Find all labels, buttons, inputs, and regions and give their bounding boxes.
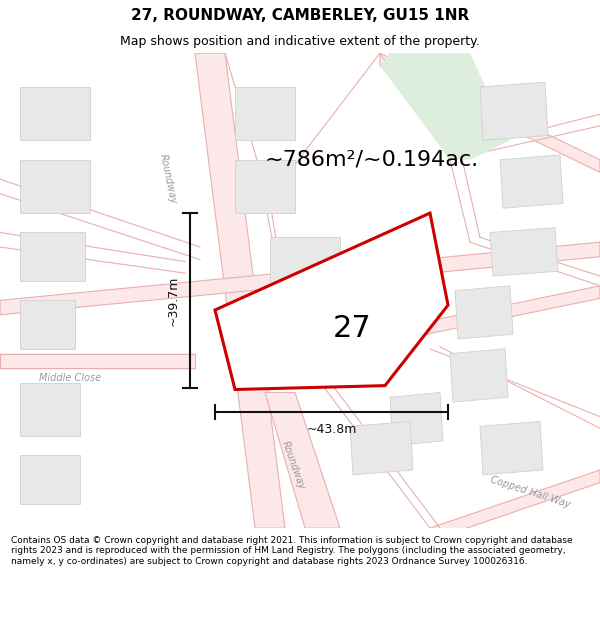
Text: ~786m²/~0.194ac.: ~786m²/~0.194ac. [265,150,479,170]
Polygon shape [450,349,508,402]
Text: Roundway: Roundway [280,439,307,491]
Polygon shape [480,421,543,475]
Polygon shape [380,53,600,172]
Text: 27: 27 [333,314,372,343]
Polygon shape [380,53,510,160]
Text: Middle Close: Middle Close [39,373,101,383]
Polygon shape [270,238,340,291]
Polygon shape [235,87,295,141]
Polygon shape [0,242,600,315]
Text: Map shows position and indicative extent of the property.: Map shows position and indicative extent… [120,35,480,48]
Polygon shape [430,470,600,541]
Text: ~43.8m: ~43.8m [307,422,356,436]
Polygon shape [20,87,90,141]
Polygon shape [215,213,448,389]
Polygon shape [295,286,600,361]
Polygon shape [490,228,558,276]
Polygon shape [235,160,295,213]
Polygon shape [265,392,340,528]
Polygon shape [350,421,413,475]
Text: Copped Hall Way: Copped Hall Way [489,474,571,510]
Polygon shape [455,286,513,339]
Polygon shape [20,160,90,213]
Polygon shape [195,53,285,528]
Polygon shape [20,382,80,436]
Polygon shape [20,232,85,281]
Polygon shape [390,392,443,446]
Polygon shape [480,82,548,141]
Text: ~39.7m: ~39.7m [167,275,180,326]
Polygon shape [20,456,80,504]
Text: Contains OS data © Crown copyright and database right 2021. This information is : Contains OS data © Crown copyright and d… [11,536,572,566]
Text: Roundway: Roundway [158,153,178,205]
Polygon shape [500,155,563,208]
Polygon shape [20,301,75,349]
Polygon shape [0,354,195,368]
Text: 27, ROUNDWAY, CAMBERLEY, GU15 1NR: 27, ROUNDWAY, CAMBERLEY, GU15 1NR [131,8,469,23]
